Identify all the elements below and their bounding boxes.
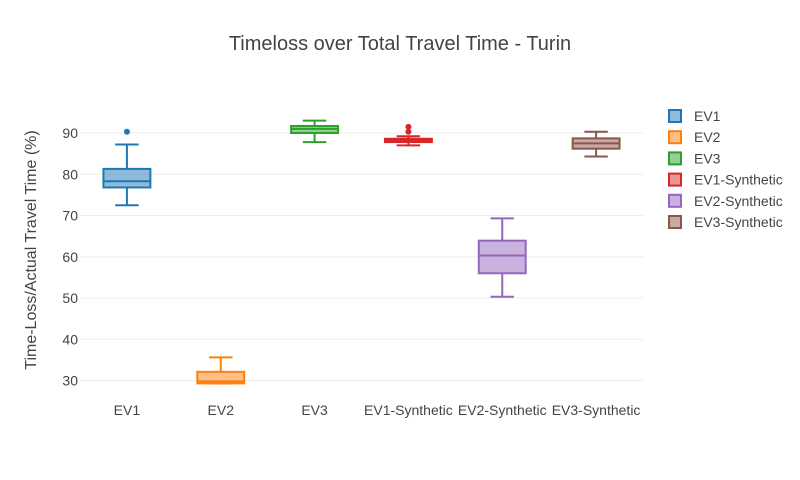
box-iqr (102, 167, 152, 189)
legend-swatch (668, 172, 682, 187)
outlier-point (405, 123, 412, 130)
x-tick-label: EV3-Synthetic (552, 402, 641, 418)
chart-title: Timeloss over Total Travel Time - Turin (229, 33, 571, 55)
legend-swatch (668, 130, 682, 145)
legend-swatch (668, 215, 682, 229)
x-tick-label: EV2-Synthetic (458, 402, 547, 418)
box-ev1[interactable] (102, 128, 152, 207)
outlier-point (123, 128, 130, 135)
x-tick-label: EV2 (208, 402, 235, 418)
box-ev2-synthetic[interactable] (477, 217, 527, 298)
legend-item-ev3-synthetic[interactable]: EV3-Synthetic (668, 214, 783, 230)
x-tick-label: EV1 (114, 402, 141, 418)
x-tick-label: EV3 (301, 402, 328, 418)
box-ev3-synthetic[interactable] (571, 130, 621, 158)
y-axis-ticks: 30 40 50 60 70 80 90 (62, 125, 78, 389)
legend-label: EV3 (694, 150, 721, 166)
box-ev2[interactable] (196, 356, 246, 385)
legend-label: EV1-Synthetic (694, 172, 783, 188)
x-axis-ticks: EV1 EV2 EV3 EV1-Synthetic EV2-Synthetic EV3-S… (114, 402, 641, 418)
boxes (102, 119, 621, 385)
y-tick-label: 70 (62, 208, 78, 224)
y-tick-label: 40 (62, 331, 78, 347)
legend-label: EV3-Synthetic (694, 214, 783, 230)
legend[interactable]: EV1 EV2 EV3 EV1-Synthetic EV2-Synthetic EV3-S… (668, 108, 783, 230)
y-axis-title: Time-Loss/Actual Travel Time (%) (23, 130, 40, 369)
legend-swatch (668, 151, 682, 166)
legend-item-ev3[interactable]: EV3 (668, 150, 721, 166)
box-ev1-synthetic[interactable] (383, 123, 433, 147)
y-tick-label: 80 (62, 166, 78, 182)
box-iqr (477, 239, 527, 275)
legend-item-ev1[interactable]: EV1 (668, 108, 721, 124)
grid (80, 132, 643, 381)
legend-label: EV1 (694, 108, 721, 124)
legend-swatch (668, 193, 682, 208)
outlier-point (405, 128, 412, 135)
box-ev3[interactable] (290, 119, 340, 144)
legend-item-ev1-synthetic[interactable]: EV1-Synthetic (668, 172, 783, 188)
legend-swatch (668, 109, 682, 123)
legend-item-ev2[interactable]: EV2 (668, 129, 721, 145)
y-tick-label: 30 (62, 373, 78, 389)
y-tick-label: 50 (62, 290, 78, 306)
y-tick-label: 60 (62, 249, 78, 265)
legend-label: EV2 (694, 129, 721, 145)
legend-item-ev2-synthetic[interactable]: EV2-Synthetic (668, 193, 783, 209)
x-tick-label: EV1-Synthetic (364, 402, 453, 418)
box-iqr (196, 370, 246, 385)
y-tick-label: 90 (62, 125, 78, 141)
legend-label: EV2-Synthetic (694, 193, 783, 209)
